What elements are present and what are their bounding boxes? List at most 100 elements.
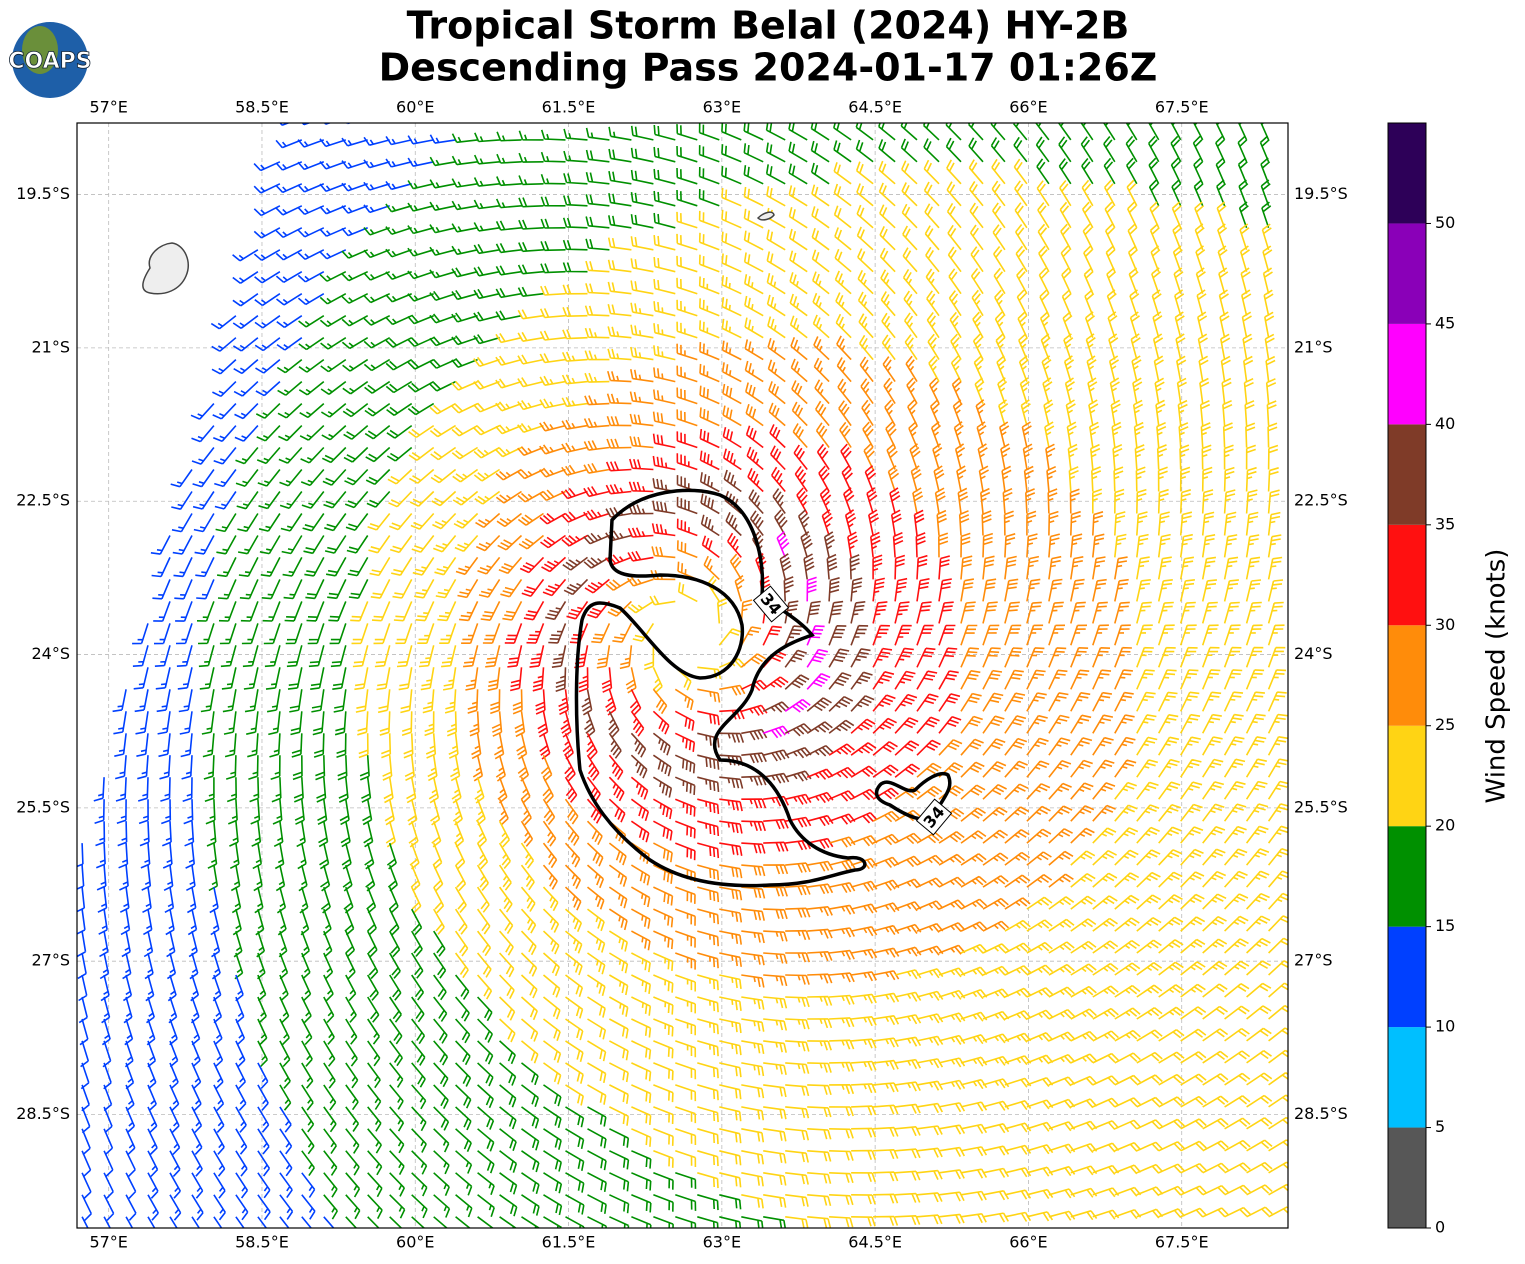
wind-barb	[253, 249, 281, 261]
wind-barb	[322, 468, 347, 486]
wind-barb	[147, 1062, 157, 1090]
colorbar-tick-label: 45	[1435, 313, 1455, 332]
wind-barb	[938, 716, 962, 734]
wind-barb	[1268, 1094, 1288, 1108]
wind-barb	[828, 577, 840, 602]
wind-barb	[1268, 1206, 1288, 1218]
wind-barb	[414, 579, 435, 599]
wind-barb	[1260, 179, 1271, 207]
wind-barb	[169, 1216, 178, 1228]
wind-barb	[517, 286, 544, 297]
wind-barb	[542, 886, 559, 912]
wind-barb	[741, 952, 765, 966]
wind-barb	[1223, 781, 1246, 800]
wind-barb	[1114, 669, 1133, 690]
wind-barb	[834, 248, 852, 273]
wind-barb	[454, 820, 465, 848]
wind-barb	[676, 387, 698, 405]
wind-barb	[333, 689, 347, 713]
wind-barb	[510, 667, 523, 692]
wind-barb	[433, 1150, 450, 1175]
wind-barb	[925, 268, 940, 295]
wind-barb	[1261, 223, 1272, 251]
wind-barb	[698, 254, 720, 273]
x-tick-label: 57°E	[89, 1233, 127, 1252]
wind-barb	[246, 711, 259, 735]
wind-barb	[990, 137, 1006, 163]
wind-barb	[628, 481, 654, 493]
wind-barb	[1004, 829, 1030, 844]
wind-barb	[1267, 691, 1287, 712]
wind-barb	[1070, 1008, 1097, 1020]
wind-barb	[1080, 123, 1094, 141]
wind-barb	[535, 689, 546, 715]
wind-barb	[1199, 377, 1210, 404]
wind-barb	[649, 595, 676, 606]
wind-barb	[894, 670, 916, 690]
wind-barb	[304, 557, 325, 577]
wind-barb	[310, 667, 325, 690]
wind-barb	[1114, 804, 1138, 822]
wind-barb	[542, 930, 560, 955]
wind-barb	[403, 733, 414, 759]
wind-barb	[1260, 92, 1269, 118]
wind-barb	[1193, 123, 1204, 141]
wind-barb	[1026, 941, 1053, 954]
wind-barb	[608, 798, 626, 823]
wind-barb	[213, 1216, 223, 1228]
wind-barb	[147, 1128, 158, 1156]
wind-barb	[894, 577, 908, 602]
wind-barb	[520, 952, 538, 977]
wind-barb	[1048, 647, 1067, 668]
wind-barb	[630, 302, 654, 317]
wind-barb	[741, 820, 766, 832]
wind-barb	[1004, 715, 1027, 734]
wind-barb	[697, 776, 720, 792]
wind-barb	[296, 821, 306, 848]
wind-barb	[425, 733, 437, 759]
wind-barb	[386, 842, 397, 870]
wind-barb	[407, 135, 434, 145]
wind-barb	[241, 623, 259, 645]
wind-barb	[697, 1084, 719, 1101]
wind-barb	[587, 600, 611, 619]
wind-barb	[894, 878, 922, 889]
wind-barb	[697, 1106, 719, 1123]
wind-barb	[367, 974, 379, 1001]
wind-barb	[1092, 1075, 1120, 1086]
wind-barb	[1202, 1073, 1229, 1086]
wind-barb	[675, 930, 696, 948]
wind-barb	[323, 1040, 336, 1067]
wind-barb	[518, 130, 544, 141]
wind-barb	[1026, 1188, 1054, 1200]
wind-barb	[916, 693, 939, 712]
wind-barb	[587, 1062, 607, 1084]
wind-barb	[744, 274, 764, 295]
wind-barb	[972, 311, 984, 339]
wind-barb	[282, 557, 303, 577]
wind-barb	[323, 1216, 335, 1228]
wind-barb	[653, 1018, 674, 1037]
wind-barb	[1180, 1095, 1207, 1108]
wind-barb	[864, 465, 877, 492]
wind-barb	[477, 1194, 495, 1217]
wind-barb	[502, 601, 523, 621]
wind-barb	[872, 879, 900, 891]
wind-barb	[218, 601, 237, 622]
wind-barb	[653, 389, 676, 405]
wind-barb	[719, 1172, 742, 1188]
wind-barb	[1026, 1032, 1054, 1042]
wind-barb	[388, 490, 413, 508]
wind-barb	[608, 842, 627, 866]
wind-barb	[319, 270, 347, 282]
wind-barb	[279, 1194, 294, 1220]
wind-barb	[211, 359, 237, 375]
wind-barb	[1089, 421, 1100, 448]
wind-barb	[960, 1123, 988, 1134]
wind-barb	[1136, 736, 1158, 756]
wind-barb	[1154, 377, 1165, 404]
wind-barb	[895, 1148, 921, 1159]
wind-barb	[1201, 579, 1217, 602]
wind-barb	[697, 1040, 719, 1057]
wind-barb	[1004, 783, 1029, 800]
